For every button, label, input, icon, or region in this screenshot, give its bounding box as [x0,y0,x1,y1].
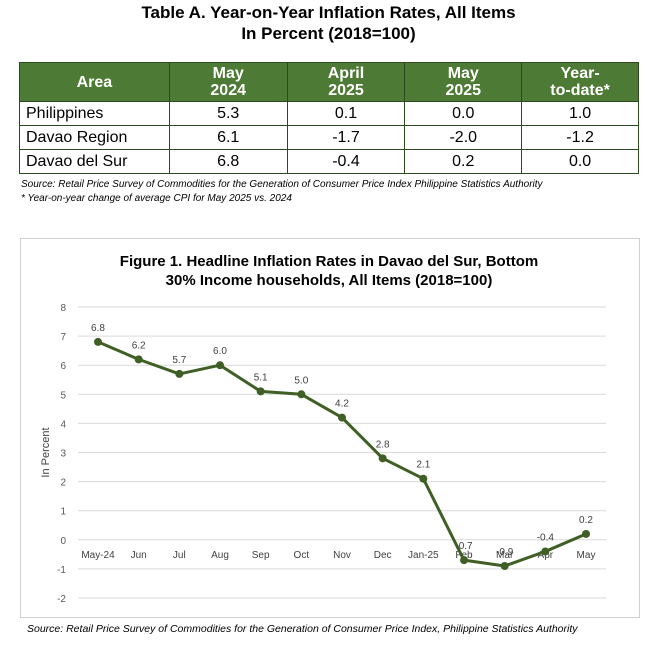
y-tick-label: 3 [60,449,66,460]
data-point [216,361,224,370]
chart-title: Figure 1. Headline Inflation Rates in Da… [20,252,638,290]
data-label: -0.4 [537,532,555,543]
y-tick-label: 8 [60,303,66,314]
data-point [419,474,428,483]
data-label: 5.7 [172,355,186,366]
data-point [297,390,306,399]
data-point [134,355,143,364]
table-footnote: * Year-on-year change of average CPI for… [21,193,292,204]
cell-may-2025: 0.0 [404,101,523,126]
y-tick-label: 7 [60,332,66,343]
data-point [500,561,509,570]
y-tick-label: -1 [57,565,66,576]
y-tick-label: 5 [60,390,66,401]
x-tick-label: Oct [294,550,310,561]
header-may-2025: May 2025 [404,62,523,102]
table-title-line2: In Percent (2018=100) [241,24,416,43]
cell-area: Philippines [19,101,170,126]
x-tick-label: Aug [211,550,229,561]
table-row: Philippines 5.3 0.1 0.0 1.0 [19,101,639,126]
data-label: -0.7 [455,541,473,552]
y-tick-label: 0 [60,536,66,547]
header-april-2025: April 2025 [286,62,406,102]
x-tick-label: Nov [333,550,351,561]
table-header-row: Area May 2024 April 2025 May 2025 Year-to-d… [19,62,639,102]
data-label: 6.0 [213,346,227,357]
table-title-line1: Table A. Year-on-Year Inflation Rates, A… [141,3,516,22]
x-tick-label: Jan-25 [408,550,439,561]
x-tick-label: Mar [496,550,514,561]
chart-title-line1: Figure 1. Headline Inflation Rates in Da… [119,253,539,270]
y-tick-label: 1 [60,507,66,518]
data-point [256,387,265,396]
x-tick-label: Sep [252,550,270,561]
header-area: Area [19,62,170,102]
cell-area: Davao del Sur [19,149,170,174]
x-tick-label: May [577,550,596,561]
cell-may-2025: -2.0 [404,125,523,150]
x-tick-label: Jul [173,550,186,561]
data-point [338,413,346,422]
table-title: Table A. Year-on-Year Inflation Rates, A… [0,2,657,44]
cell-may-2024: 6.8 [168,149,288,174]
data-label: 6.2 [132,340,146,351]
y-tick-label: 4 [60,419,66,430]
data-label: 2.1 [416,460,430,471]
x-tick-label: Jun [131,550,147,561]
header-year-to-date: Year-to-date* [521,62,639,102]
cell-april-2025: 0.1 [286,101,406,126]
x-tick-label: May-24 [81,550,115,561]
data-point [175,369,184,378]
data-label: 5.0 [294,375,308,386]
data-point [378,454,387,463]
cell-ytd: -1.2 [521,125,639,150]
data-label: 4.2 [335,399,349,410]
cell-area: Davao Region [19,125,170,150]
data-label: 2.8 [376,439,390,450]
y-axis-label: In Percent [40,427,52,477]
series-line [97,340,587,568]
figure-source: Source: Retail Price Survey of Commoditi… [27,623,578,635]
cell-ytd: 0.0 [521,149,639,174]
table-source: Source: Retail Price Survey of Commoditi… [21,179,543,190]
y-tick-label: 6 [60,361,66,372]
y-tick-label: -2 [57,594,66,605]
table-row: Davao del Sur 6.8 -0.4 0.2 0.0 [19,149,639,174]
cell-april-2025: -0.4 [286,149,406,174]
cell-ytd: 1.0 [521,101,639,126]
data-label: 5.1 [254,372,268,383]
data-point [94,337,102,346]
table-row: Davao Region 6.1 -1.7 -2.0 -1.2 [19,125,639,150]
y-tick-label: 2 [60,478,66,489]
chart-title-line2: 30% Income households, All Items (2018=1… [165,272,493,289]
data-point [582,529,590,538]
data-label: 0.2 [579,515,593,526]
cell-may-2025: 0.2 [404,149,523,174]
header-may-2024: May 2024 [168,62,288,102]
data-label: -0.9 [496,547,514,558]
x-tick-label: Dec [374,550,392,561]
data-point [541,547,550,556]
x-tick-label: Feb [455,550,473,561]
data-point [460,556,468,565]
data-label: 6.8 [91,323,105,334]
inflation-table: Area May 2024 April 2025 May 2025 Year-to-d… [19,62,639,174]
